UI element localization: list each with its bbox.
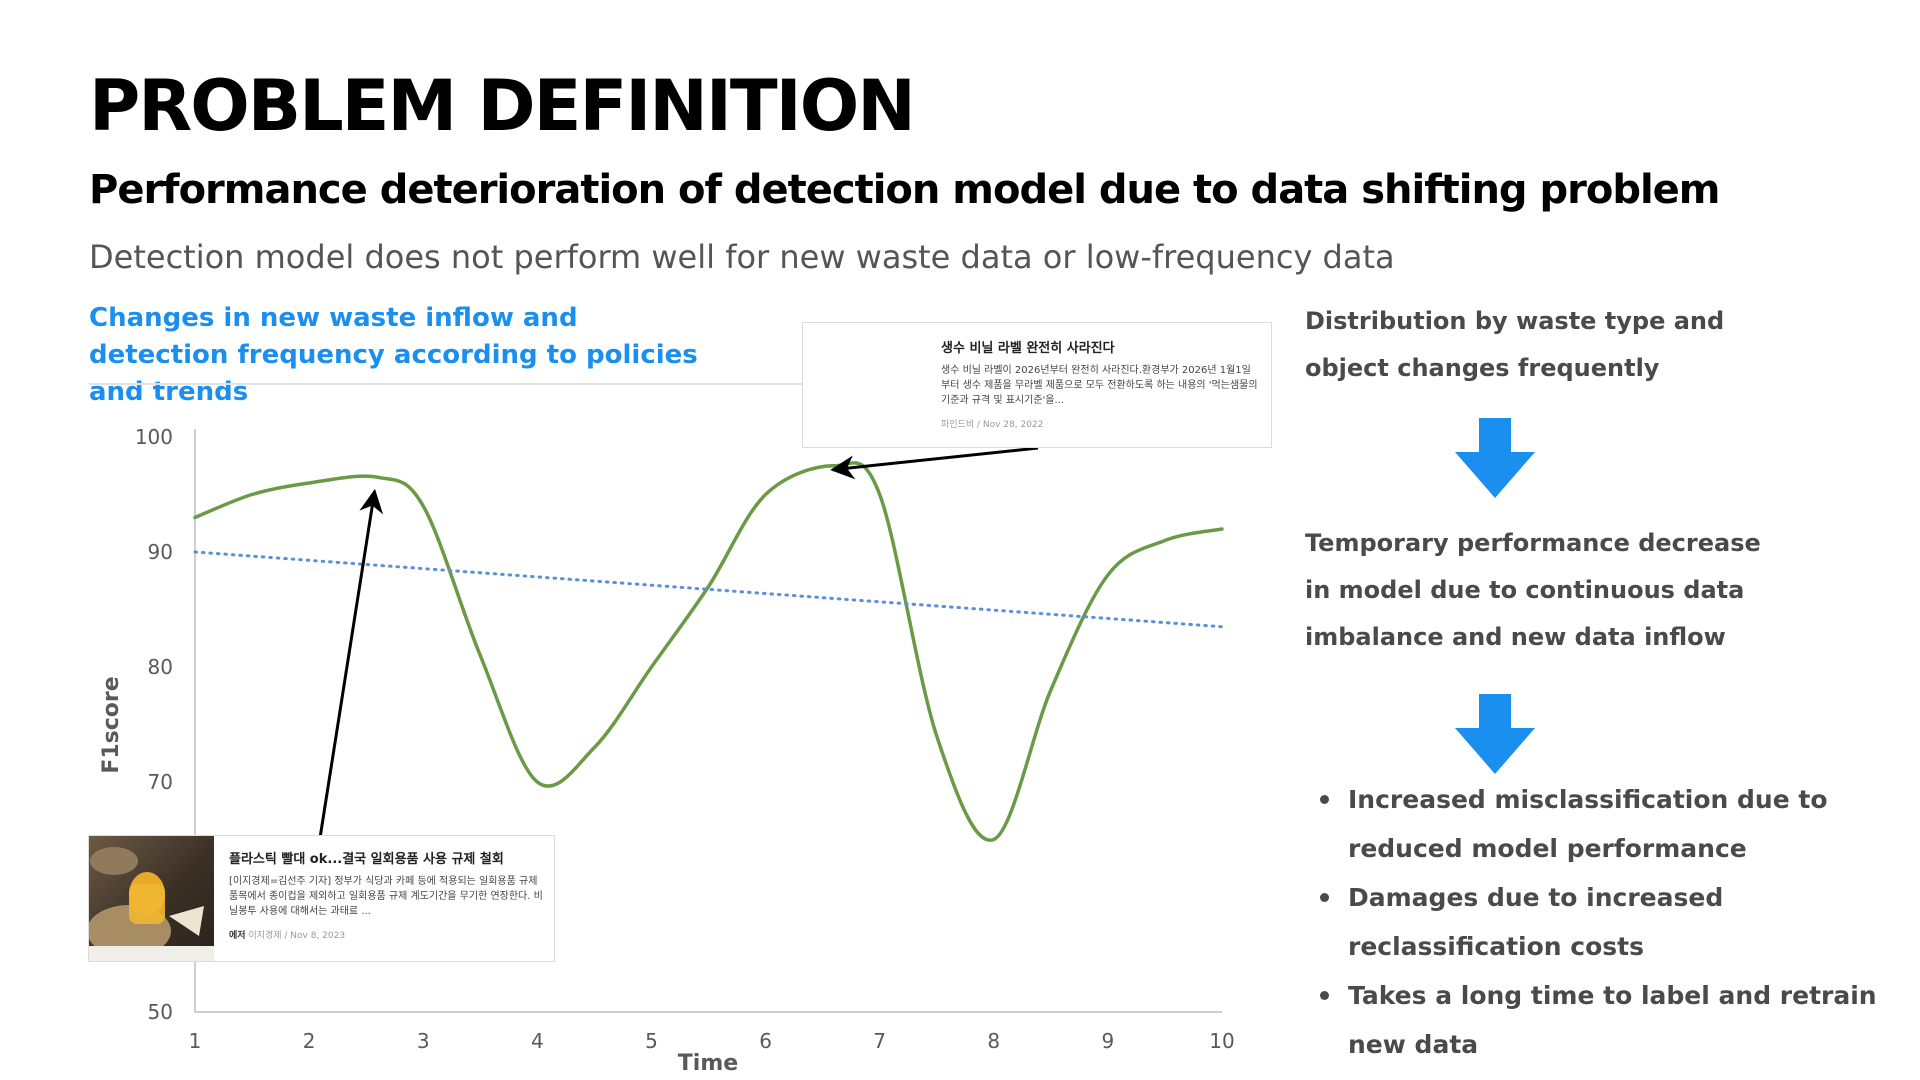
- down-arrow-icon: [1455, 418, 1535, 498]
- consequence-item: Increased misclassification due to reduc…: [1318, 775, 1918, 873]
- x-tick-label: 10: [1209, 1029, 1234, 1053]
- news-source-date: 이지경제 / Nov 8, 2023: [248, 931, 346, 941]
- page-description: Detection model does not perform well fo…: [89, 238, 1395, 276]
- heading-divider: [89, 383, 804, 385]
- y-axis-label: F1score: [99, 676, 124, 773]
- down-arrow-icon: [1455, 694, 1535, 774]
- y-tick-label: 50: [148, 1000, 173, 1024]
- news-body: [이지경제=김선주 기자] 정부가 식당과 카페 등에 적용되는 일회용품 규제…: [229, 876, 543, 917]
- news-meta: 에저 이지경제 / Nov 8, 2023: [229, 928, 545, 941]
- news-title: 플라스틱 빨대 ok...결국 일회용품 사용 규제 철회: [229, 852, 504, 867]
- trendline-series: [193, 550, 1224, 629]
- chart-heading: Changes in new waste inflow and detectio…: [89, 303, 698, 407]
- consequence-list: Increased misclassification due to reduc…: [1318, 775, 1918, 1069]
- y-tick-label: 80: [148, 655, 173, 679]
- news-card-disposable-regulation[interactable]: 플라스틱 빨대 ok...결국 일회용품 사용 규제 철회 [이지경제=김선주 …: [88, 835, 555, 962]
- y-tick-label: 70: [148, 770, 173, 794]
- f1score-series: [193, 461, 1224, 842]
- f1score-line-chart: 1 2 3 4 5 6 7 8 9 10 50 70 80 90 100 Time F1score: [99, 425, 1235, 1076]
- page-title: PROBLEM DEFINITION: [89, 65, 916, 147]
- x-tick-label: 2: [303, 1029, 316, 1053]
- distribution-change-text: Distribution by waste type and object ch…: [1305, 307, 1725, 382]
- x-tick-label: 6: [759, 1029, 772, 1053]
- annotation-arrow: [830, 446, 1039, 480]
- x-axis-label: Time: [678, 1051, 738, 1076]
- news-card-water-label[interactable]: 생수 비닐 라벨 완전히 사라진다 생수 비닐 라벨이 2026년부터 완전히 …: [802, 322, 1272, 448]
- news-source-badge: 에저: [229, 931, 246, 941]
- x-tick-label: 5: [645, 1029, 658, 1053]
- y-tick-label: 90: [148, 540, 173, 564]
- news-body: 생수 비닐 라벨이 2026년부터 완전히 사라진다.환경부가 2026년 1월…: [941, 365, 1258, 406]
- x-tick-label: 9: [1102, 1029, 1115, 1053]
- news-meta: 파인드비 / Nov 28, 2022: [941, 420, 1044, 430]
- page-subtitle: Performance deterioration of detection m…: [89, 167, 1720, 213]
- performance-decrease-text: Temporary performance decrease in model …: [1305, 529, 1761, 651]
- y-tick-label: 100: [135, 425, 173, 449]
- x-tick-label: 7: [873, 1029, 886, 1053]
- x-tick-label: 4: [531, 1029, 544, 1053]
- annotation-arrow: [318, 488, 384, 839]
- consequence-item: Damages due to increased reclassificatio…: [1318, 873, 1918, 971]
- news-thumbnail-image: [89, 836, 214, 961]
- x-tick-label: 8: [987, 1029, 1000, 1053]
- consequence-item: Takes a long time to label and retrain n…: [1318, 971, 1918, 1069]
- x-tick-label: 1: [189, 1029, 202, 1053]
- x-tick-label: 3: [417, 1029, 430, 1053]
- news-title: 생수 비닐 라벨 완전히 사라진다: [941, 341, 1115, 356]
